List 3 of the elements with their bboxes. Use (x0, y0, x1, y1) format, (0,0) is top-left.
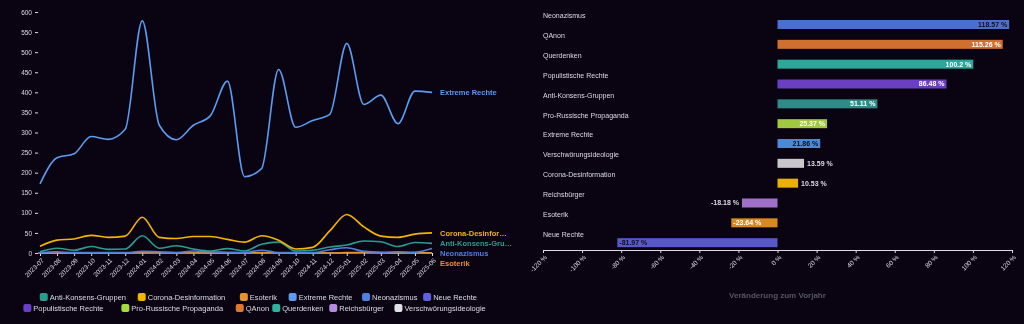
line-series (39, 213, 433, 250)
x-axis-title: Veränderung zum Vorjahr (729, 291, 826, 300)
line-series (39, 20, 433, 185)
